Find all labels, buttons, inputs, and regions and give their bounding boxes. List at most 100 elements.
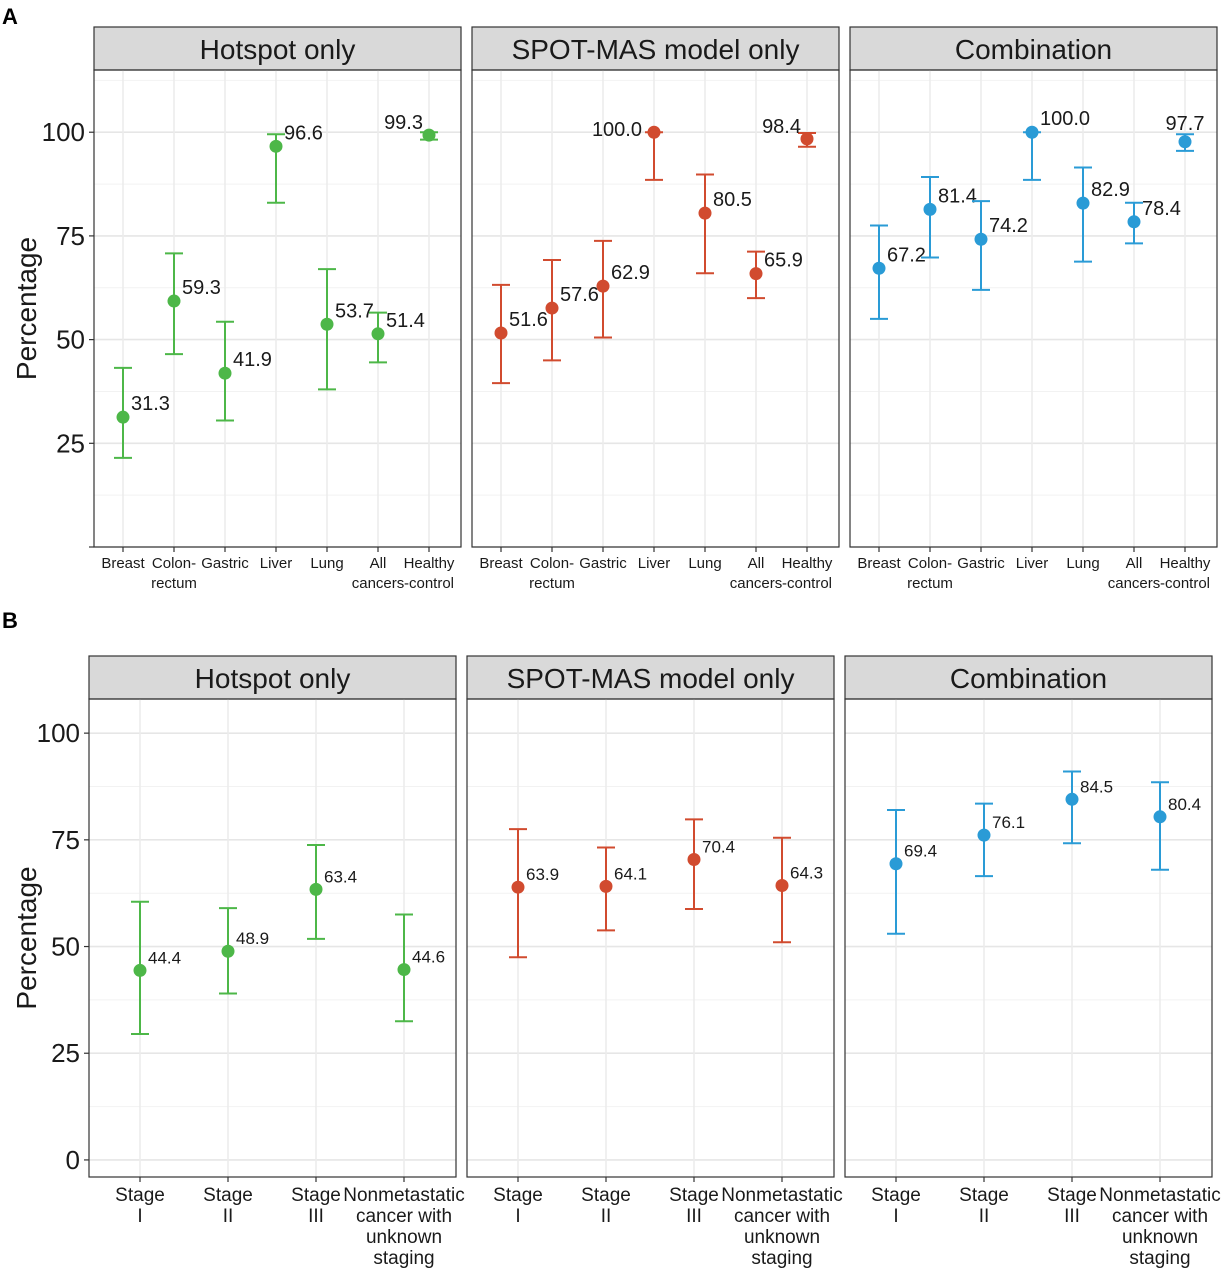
data-label: 76.1 [992, 813, 1025, 832]
x-tick-label: Colon- [152, 555, 196, 572]
x-axis: StageIStageIIStageIIINonmetastaticcancer… [115, 1177, 465, 1269]
data-label: 63.9 [526, 865, 559, 884]
data-label: 31.3 [131, 393, 170, 415]
x-tick-label: cancers [730, 575, 783, 592]
y-axis: 0 25 50 75 100 Percentage [11, 718, 89, 1175]
x-tick-label: cancer with [1112, 1206, 1208, 1227]
data-point [511, 880, 525, 894]
y-tick-label: 75 [51, 825, 80, 855]
data-point [698, 206, 712, 220]
data-point [596, 279, 610, 293]
facet-B-combination: CombinationStageIStageIIStageIIINonmetas… [844, 655, 1221, 1269]
data-label: 44.4 [148, 948, 181, 967]
data-point [1127, 215, 1141, 229]
panel-label-b: B [2, 608, 18, 633]
y-axis-label: Percentage [11, 237, 42, 380]
data-label: 96.6 [284, 122, 323, 144]
data-point [218, 366, 232, 380]
facet-strip [466, 655, 835, 700]
data-point [599, 879, 613, 893]
facet-A-spotmas: SPOT-MAS model only Breast Colon-rectumGas… [471, 26, 840, 592]
facet-A-hotspot: Hotspot only 25 50 75 100 Percentage Breast Col… [11, 26, 462, 592]
x-tick-label: staging [1129, 1248, 1190, 1269]
data-point [977, 828, 991, 842]
facet-title: SPOT-MAS model only [507, 663, 795, 694]
y-tick-label: 100 [37, 718, 80, 748]
data-label: 59.3 [182, 277, 221, 299]
x-tick-label: Stage [291, 1185, 341, 1206]
data-label: 98.4 [762, 116, 801, 138]
x-tick-label: II [601, 1206, 612, 1227]
data-label: 100.0 [592, 119, 642, 141]
x-tick-label: staging [751, 1248, 812, 1269]
x-tick-label: III [686, 1206, 702, 1227]
facet-border [466, 698, 835, 1178]
x-tick-label: Gastric [579, 555, 627, 572]
x-tick-label: II [223, 1206, 234, 1227]
x-tick-label: Liver [1016, 555, 1049, 572]
x-tick-label: Stage [203, 1185, 253, 1206]
x-tick-label: All [748, 555, 765, 572]
x-tick-label: Healthy [782, 555, 833, 572]
x-tick-label: Nonmetastatic [1099, 1185, 1220, 1206]
facet-border [93, 69, 462, 548]
data-label: 48.9 [236, 929, 269, 948]
facet-border [471, 69, 840, 548]
x-tick-label: cancers [352, 575, 405, 592]
x-tick-label: Colon- [530, 555, 574, 572]
x-tick-label: Lung [310, 555, 343, 572]
facet-strip [93, 26, 462, 71]
facet-B-hotspot: Hotspot only0255075100PercentageStageISt… [11, 655, 465, 1269]
y-tick-label: 75 [56, 221, 85, 251]
data-point [133, 963, 147, 977]
gridlines [467, 699, 834, 1177]
data-point [687, 852, 701, 866]
x-tick-label: Stage [959, 1185, 1009, 1206]
data-label: 81.4 [938, 185, 977, 207]
data-label: 57.6 [560, 284, 599, 306]
data-point [1065, 792, 1079, 806]
x-tick-label: Healthy [1160, 555, 1211, 572]
x-tick-label: Healthy [404, 555, 455, 572]
data-point [309, 882, 323, 896]
x-tick-label: Breast [857, 555, 901, 572]
facet-title: Combination [950, 663, 1107, 694]
data-label: 51.4 [386, 310, 425, 332]
data-label: 44.6 [412, 948, 445, 967]
x-tick-label: III [1064, 1206, 1080, 1227]
data-point [397, 963, 411, 977]
data-label: 69.4 [904, 842, 937, 861]
data-label: 41.9 [233, 349, 272, 371]
x-tick-label: Stage [871, 1185, 921, 1206]
x-tick-label: unknown [1122, 1227, 1198, 1248]
x-axis: StageIStageIIStageIIINonmetastaticcancer… [871, 1177, 1221, 1269]
data-point [545, 301, 559, 315]
y-axis: 25 50 75 100 Percentage [11, 117, 94, 548]
data-point [320, 317, 334, 331]
x-tick-label: -control [404, 575, 454, 592]
data-point [647, 125, 661, 139]
data-label: 64.1 [614, 864, 647, 883]
x-axis: StageIStageIIStageIIINonmetastaticcancer… [493, 1177, 843, 1269]
data-marks: 67.2 81.4 74.2 100.0 82.9 78.4 97.7 [870, 108, 1204, 320]
data-point [775, 879, 789, 893]
x-tick-label: Lung [1066, 555, 1099, 572]
data-point [974, 232, 988, 246]
data-label: 64.3 [790, 864, 823, 883]
facet-strip [471, 26, 840, 71]
x-tick-label: -control [782, 575, 832, 592]
data-marks: 63.9 64.1 70.4 64.3 [509, 818, 823, 959]
facet-title: Hotspot only [200, 34, 356, 65]
x-tick-label: Stage [493, 1185, 543, 1206]
y-tick-label: 50 [56, 325, 85, 355]
data-point [872, 261, 886, 275]
data-label: 99.3 [384, 112, 423, 134]
x-tick-label: Stage [115, 1185, 165, 1206]
gridlines [845, 699, 1212, 1177]
data-label: 63.4 [324, 867, 357, 886]
data-marks: 69.4 76.1 84.5 80.4 [887, 770, 1201, 935]
